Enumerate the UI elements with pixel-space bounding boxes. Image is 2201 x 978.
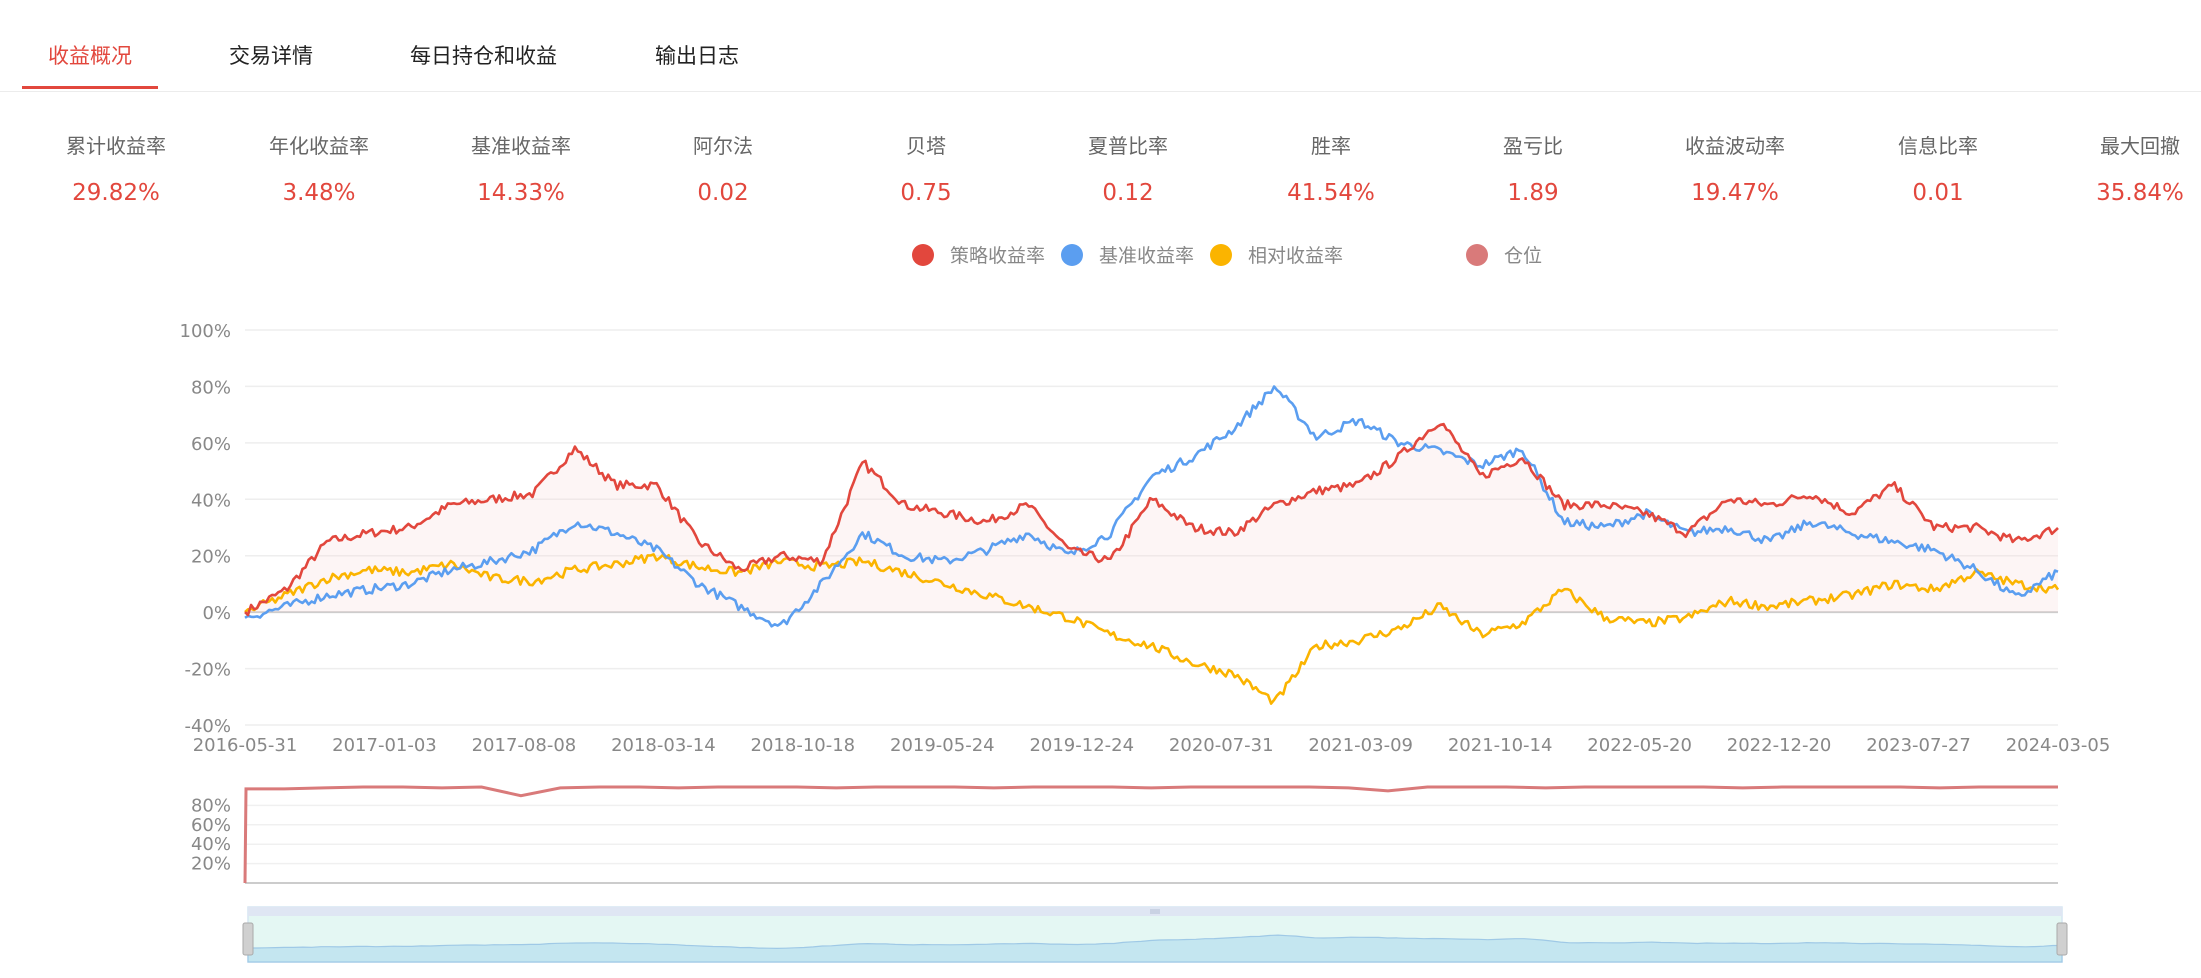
tab-overview[interactable]: 收益概况 bbox=[48, 44, 132, 68]
stat-value: 0.12 bbox=[1102, 180, 1154, 206]
zoom-handle-right[interactable] bbox=[2056, 922, 2068, 956]
x-tick-label: 2024-03-05 bbox=[2006, 735, 2111, 756]
position-y-tick-label: 60% bbox=[191, 815, 231, 836]
tab-daily-positions[interactable]: 每日持仓和收益 bbox=[410, 44, 557, 68]
zoom-slider-preview bbox=[247, 934, 2063, 963]
series-line-2 bbox=[244, 553, 2060, 705]
tab-output-log[interactable]: 输出日志 bbox=[655, 44, 739, 68]
stat-value: 41.54% bbox=[1287, 180, 1375, 206]
x-tick-label: 2016-05-31 bbox=[193, 735, 298, 756]
x-tick-label: 2017-01-03 bbox=[332, 735, 437, 756]
position-line bbox=[243, 785, 2058, 884]
y-tick-label: 0% bbox=[202, 603, 231, 624]
y-tick-label: 40% bbox=[191, 490, 231, 511]
stat-max-drawdown: 最大回撤 35.84% bbox=[2040, 130, 2201, 206]
x-tick-label: 2022-05-20 bbox=[1587, 735, 1692, 756]
stat-information-ratio: 信息比率 0.01 bbox=[1838, 130, 2038, 206]
stat-beta: 贝塔 0.75 bbox=[826, 130, 1026, 206]
stat-alpha: 阿尔法 0.02 bbox=[623, 130, 823, 206]
x-tick-label: 2020-07-31 bbox=[1169, 735, 1274, 756]
x-tick-label: 2018-10-18 bbox=[751, 735, 856, 756]
legend-dot-icon bbox=[912, 244, 934, 266]
stat-win-rate: 胜率 41.54% bbox=[1231, 130, 1431, 206]
stat-value: 1.89 bbox=[1507, 180, 1559, 206]
zoom-slider-grip[interactable] bbox=[1150, 909, 1160, 914]
position-y-tick-label: 80% bbox=[191, 795, 231, 816]
x-tick-label: 2021-10-14 bbox=[1448, 735, 1553, 756]
legend-dot-icon bbox=[1466, 244, 1488, 266]
stat-label: 基准收益率 bbox=[471, 134, 571, 158]
legend-label: 基准收益率 bbox=[1099, 245, 1195, 267]
stat-label: 累计收益率 bbox=[66, 134, 166, 158]
x-tick-label: 2018-03-14 bbox=[611, 735, 716, 756]
tab-bar: 收益概况 交易详情 每日持仓和收益 输出日志 bbox=[0, 0, 2201, 92]
stat-value: 19.47% bbox=[1691, 180, 1779, 206]
tab-trade-details[interactable]: 交易详情 bbox=[229, 44, 313, 68]
legend-label: 仓位 bbox=[1504, 245, 1543, 267]
x-tick-label: 2021-03-09 bbox=[1308, 735, 1413, 756]
y-tick-label: -20% bbox=[184, 660, 231, 681]
position-y-tick-label: 40% bbox=[191, 834, 231, 855]
zoom-handle-left[interactable] bbox=[242, 922, 254, 956]
stat-label: 胜率 bbox=[1311, 134, 1351, 158]
stat-value: 14.33% bbox=[477, 180, 565, 206]
active-tab-indicator bbox=[22, 86, 158, 89]
stat-label: 信息比率 bbox=[1898, 134, 1978, 158]
y-tick-label: 60% bbox=[191, 434, 231, 455]
legend-label: 相对收益率 bbox=[1248, 245, 1344, 267]
position-y-tick-label: 20% bbox=[191, 854, 231, 875]
stat-label: 阿尔法 bbox=[693, 134, 753, 158]
stat-volatility: 收益波动率 19.47% bbox=[1635, 130, 1835, 206]
stat-label: 年化收益率 bbox=[269, 134, 369, 158]
y-tick-label: 100% bbox=[180, 321, 231, 342]
stat-value: 3.48% bbox=[282, 180, 356, 206]
stat-label: 收益波动率 bbox=[1685, 134, 1785, 158]
legend-label: 策略收益率 bbox=[950, 245, 1046, 267]
stat-profit-loss-ratio: 盈亏比 1.89 bbox=[1433, 130, 1633, 206]
stat-benchmark-return: 基准收益率 14.33% bbox=[421, 130, 621, 206]
stat-value: 29.82% bbox=[72, 180, 160, 206]
y-tick-label: 80% bbox=[191, 377, 231, 398]
x-tick-label: 2023-07-27 bbox=[1866, 735, 1971, 756]
x-tick-label: 2017-08-08 bbox=[472, 735, 577, 756]
x-tick-label: 2019-12-24 bbox=[1029, 735, 1134, 756]
stat-annual-return: 年化收益率 3.48% bbox=[219, 130, 419, 206]
stat-label: 贝塔 bbox=[906, 134, 946, 158]
stat-value: 0.75 bbox=[900, 180, 952, 206]
x-tick-label: 2022-12-20 bbox=[1727, 735, 1832, 756]
series-line-1 bbox=[244, 385, 2059, 628]
stat-value: 0.02 bbox=[697, 180, 749, 206]
y-tick-label: -40% bbox=[184, 716, 231, 737]
x-tick-label: 2019-05-24 bbox=[890, 735, 995, 756]
strategy-area-fill bbox=[245, 424, 2058, 615]
stat-value: 35.84% bbox=[2096, 180, 2184, 206]
stat-value: 0.01 bbox=[1912, 180, 1964, 206]
stat-sharpe: 夏普比率 0.12 bbox=[1028, 130, 1228, 206]
legend-dot-icon bbox=[1210, 244, 1232, 266]
stat-cumulative-return: 累计收益率 29.82% bbox=[16, 130, 216, 206]
stat-label: 盈亏比 bbox=[1503, 134, 1563, 158]
stat-label: 夏普比率 bbox=[1088, 134, 1168, 158]
legend-dot-icon bbox=[1061, 244, 1083, 266]
series-line-0 bbox=[244, 422, 2059, 617]
y-tick-label: 20% bbox=[191, 547, 231, 568]
stat-label: 最大回撤 bbox=[2100, 134, 2180, 158]
